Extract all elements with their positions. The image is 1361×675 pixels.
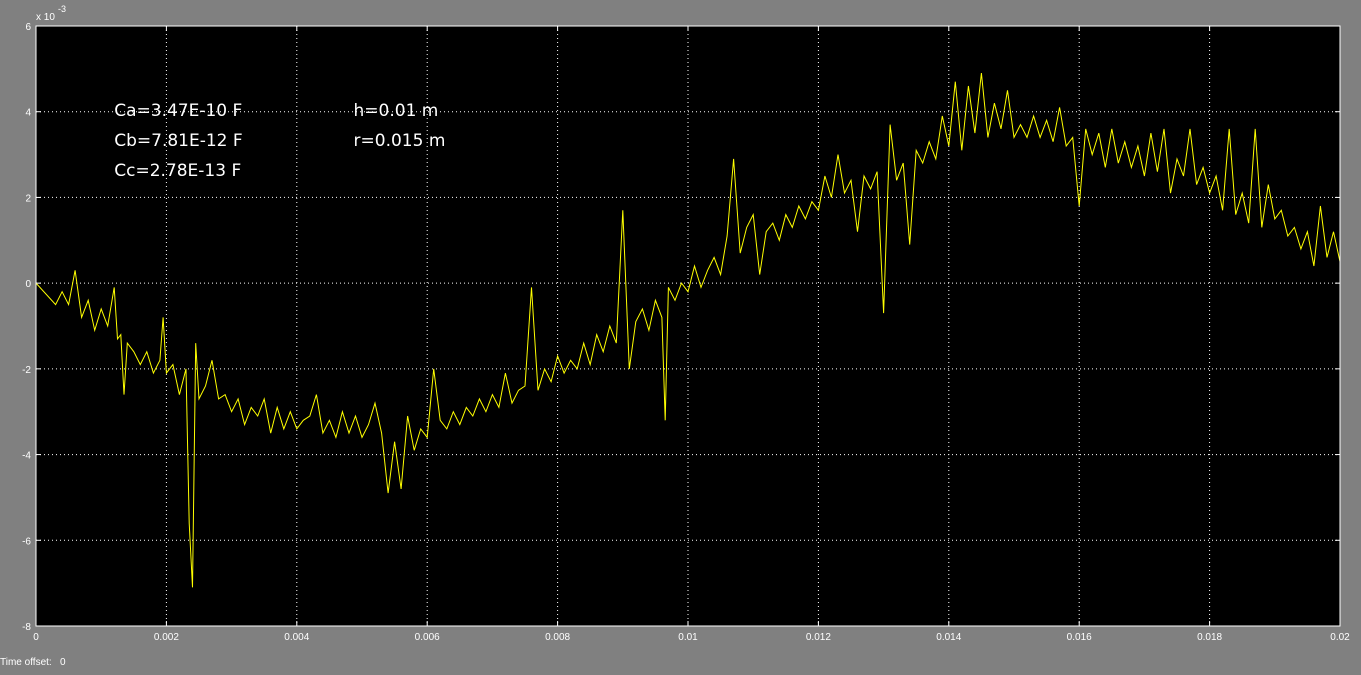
grid-lines <box>36 26 1340 626</box>
x-tick-label: 0.008 <box>545 632 570 643</box>
y-tick-label: -4 <box>22 451 31 462</box>
y-tick-label: 0 <box>25 279 31 290</box>
annotation-text: Cb=7.81E-12 F <box>114 131 242 151</box>
x-tick-label: 0.018 <box>1197 632 1222 643</box>
x-tick-label: 0.002 <box>154 632 179 643</box>
x-tick-label: 0 <box>33 632 39 643</box>
x-tick-label: 0.02 <box>1330 632 1350 643</box>
y-tick-labels: 6 4 2 0 -2 -4 -6 -8 <box>22 22 31 633</box>
y-exponent-label: x 10 <box>36 12 55 23</box>
series-line <box>36 73 1340 588</box>
x-tick-label: 0.01 <box>678 632 698 643</box>
annotation-text: h=0.01 m <box>354 101 439 121</box>
y-tick-label: -6 <box>22 536 31 547</box>
annotation-text: r=0.015 m <box>354 131 446 151</box>
y-exponent-power: -3 <box>58 4 66 14</box>
y-tick-label: -8 <box>22 622 31 633</box>
annotations: Ca=3.47E-10 F Cb=7.81E-12 F Cc=2.78E-13 F h… <box>114 101 445 181</box>
x-tick-label: 0.014 <box>936 632 961 643</box>
y-tick-label: 4 <box>25 108 31 119</box>
x-tick-label: 0.012 <box>806 632 831 643</box>
annotation-text: Ca=3.47E-10 F <box>114 101 242 121</box>
y-tick-label: 6 <box>25 22 31 33</box>
x-tick-label: 0.004 <box>284 632 309 643</box>
x-tick-label: 0.016 <box>1067 632 1092 643</box>
plot-border <box>35 25 1341 627</box>
time-offset: Time offset: 0 <box>0 657 66 668</box>
time-offset-value: 0 <box>60 657 66 668</box>
y-tick-label: -2 <box>22 365 31 376</box>
x-tick-labels: 0 0.002 0.004 0.006 0.008 0.01 0.012 0.014 0.016… <box>33 632 1350 643</box>
scope-chart: 0 0.002 0.004 0.006 0.008 0.01 0.012 0.014 0.016… <box>22 4 1350 643</box>
time-offset-label: Time offset: <box>0 657 52 668</box>
y-tick-label: 2 <box>25 193 31 204</box>
x-tick-label: 0.006 <box>415 632 440 643</box>
annotation-text: Cc=2.78E-13 F <box>114 161 241 181</box>
